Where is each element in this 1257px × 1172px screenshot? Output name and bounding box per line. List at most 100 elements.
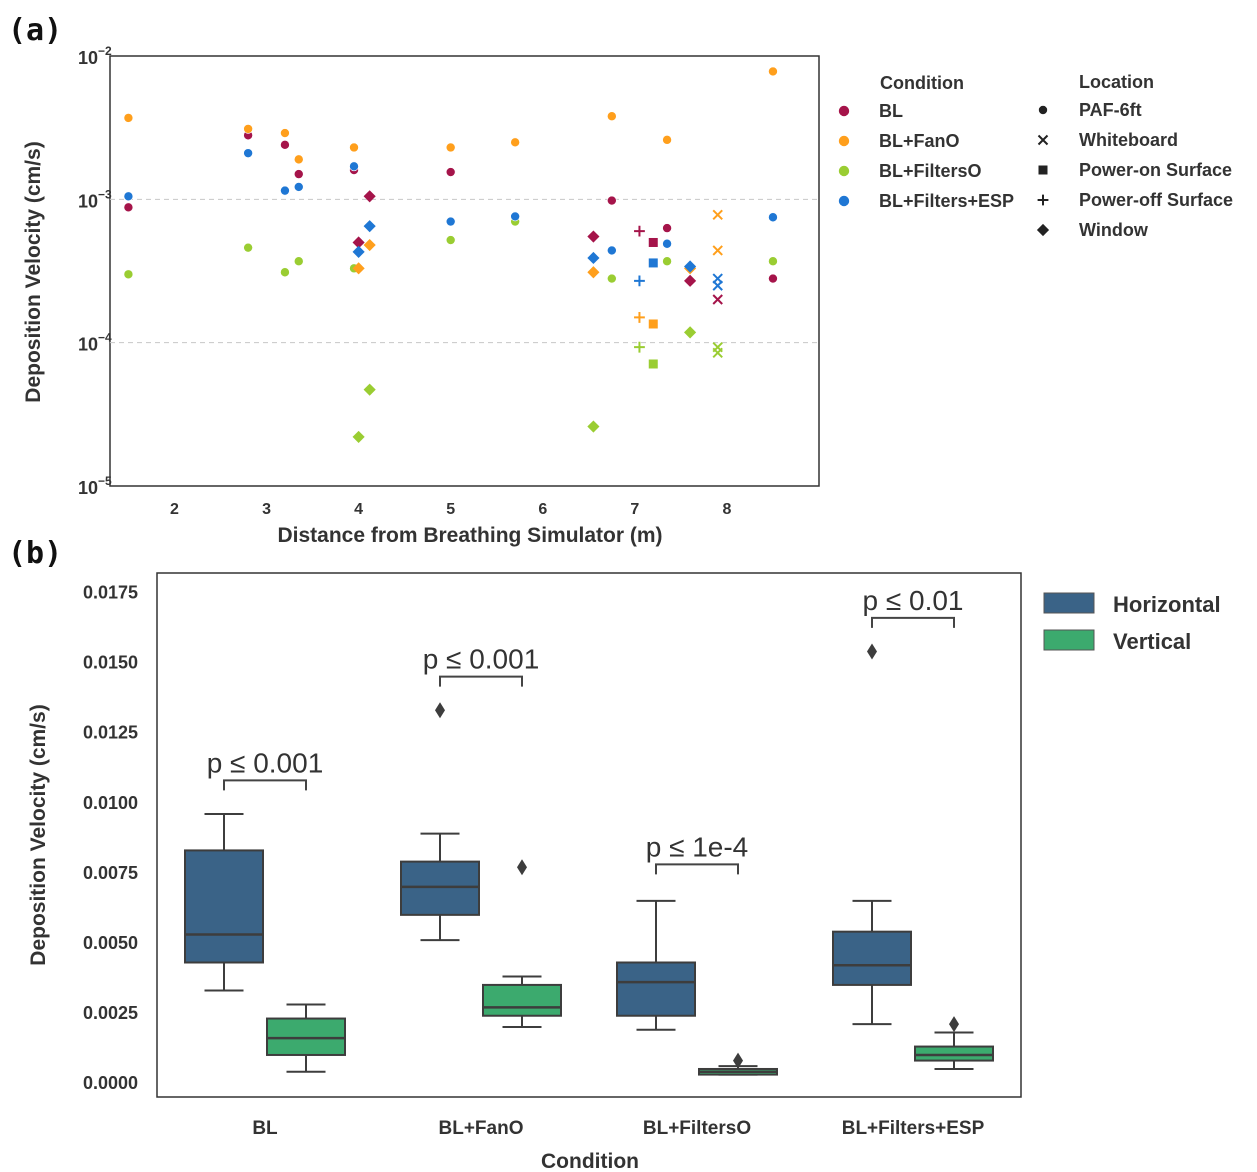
- boxplot-legend: Horizontal Vertical: [1043, 592, 1221, 654]
- data-point: [293, 256, 304, 267]
- x-tick-label: 2: [170, 501, 179, 518]
- y-tick-label: 10−4: [78, 331, 112, 355]
- boxplot-y-axis-label: Deposition Velocity (cm/s): [27, 704, 50, 965]
- box-horizontal: [184, 812, 264, 992]
- data-point: [363, 238, 376, 252]
- box-horizontal: [616, 899, 696, 1031]
- y-tick-label: 0.0100: [83, 793, 138, 813]
- y-tick-label: 10−5: [78, 474, 112, 498]
- x-tick-label: 7: [630, 501, 639, 518]
- data-point: [243, 242, 253, 253]
- data-point: [768, 212, 778, 223]
- y-tick-label: 10−2: [78, 44, 112, 68]
- y-tick-exponent: −4: [98, 331, 112, 345]
- legend-marker: [838, 135, 850, 147]
- outlier-marker: [517, 859, 527, 876]
- scatter-plot-area: [109, 55, 820, 487]
- data-point: [768, 66, 778, 77]
- x-tick-label: BL: [252, 1118, 278, 1139]
- data-point: [712, 280, 723, 291]
- data-point: [607, 111, 617, 122]
- data-point: [510, 211, 520, 222]
- data-point: [587, 230, 600, 243]
- legend-location-label: PAF-6ft: [1079, 100, 1142, 120]
- data-point: [123, 113, 134, 123]
- p-value-label: p ≤ 0.01: [863, 585, 964, 616]
- boxplot-panel: 0.0000 0.0025 0.0050 0.0075 0.0100 0.0125 0.01…: [27, 572, 1221, 1172]
- box-horizontal: [832, 643, 912, 1026]
- box-horizontal: [400, 702, 480, 942]
- p-value-label: p ≤ 0.001: [423, 644, 540, 675]
- data-point: [445, 142, 456, 153]
- legend-marker: [1038, 165, 1048, 175]
- legend-location-title: Location: [1079, 72, 1154, 92]
- data-point: [123, 269, 134, 280]
- legend-condition-label: BL+FiltersO: [879, 161, 982, 181]
- scatter-x-ticks: 2 3 4 5 6 7 8: [170, 501, 731, 518]
- box-iqr: [832, 930, 912, 986]
- data-point: [662, 238, 672, 249]
- data-point: [634, 312, 645, 323]
- x-tick-label: 8: [722, 501, 731, 518]
- data-point: [634, 275, 645, 287]
- x-tick-label: BL+FanO: [439, 1118, 524, 1139]
- legend-condition-label: BL: [879, 101, 903, 121]
- scatter-points: [123, 66, 778, 443]
- data-point: [293, 169, 304, 179]
- data-point: [293, 182, 304, 192]
- legend-condition-label: BL+FanO: [879, 131, 960, 151]
- legend-location-label: Whiteboard: [1079, 130, 1178, 150]
- scatter-panel: 10−5 10−4 10−3 10−2 2 3 4 5 6 7 8 Distance from B…: [22, 44, 1233, 547]
- data-point: [634, 341, 645, 353]
- data-point: [123, 202, 134, 213]
- legend-series-label: Horizontal: [1113, 592, 1221, 617]
- outlier-marker: [867, 643, 877, 660]
- data-point: [280, 185, 290, 196]
- data-point: [363, 383, 376, 396]
- box-iqr: [184, 849, 264, 964]
- box-iqr: [266, 1017, 346, 1056]
- legend-location-label: Window: [1079, 220, 1149, 240]
- legend-condition-title: Condition: [880, 73, 964, 93]
- data-point: [445, 216, 456, 227]
- y-tick-label: 0.0000: [83, 1073, 138, 1093]
- data-point: [510, 137, 520, 148]
- outlier-marker: [733, 1052, 743, 1069]
- legend-condition-label: BL+Filters+ESP: [879, 191, 1014, 211]
- data-point: [280, 140, 290, 150]
- boxplot-plot-area: [156, 572, 1022, 1098]
- p-value-label: p ≤ 1e-4: [646, 831, 749, 862]
- box-vertical: [482, 859, 562, 1028]
- data-point: [587, 420, 600, 433]
- panel-label-b: (b): [8, 536, 62, 571]
- outlier-marker: [949, 1016, 959, 1033]
- legend-swatch: [1043, 592, 1095, 614]
- y-tick-label: 0.0050: [83, 933, 138, 953]
- y-tick-label: 0.0025: [83, 1003, 138, 1023]
- data-point: [349, 142, 359, 153]
- data-point: [607, 195, 617, 206]
- data-point: [243, 124, 253, 134]
- data-point: [352, 245, 365, 258]
- data-point: [684, 260, 697, 273]
- data-point: [123, 191, 134, 202]
- data-point: [280, 128, 290, 138]
- data-point: [768, 273, 778, 284]
- data-point: [280, 267, 290, 278]
- legend-marker: [1036, 223, 1050, 237]
- data-point: [768, 256, 778, 267]
- data-point: [587, 266, 600, 279]
- y-tick-exponent: −5: [98, 474, 112, 488]
- y-tick-label: 10−3: [78, 187, 112, 211]
- box-iqr: [482, 983, 562, 1017]
- x-tick-label: 4: [354, 501, 363, 518]
- box-iqr: [616, 961, 696, 1017]
- scatter-y-axis-label: Deposition Velocity (cm/s): [22, 141, 45, 402]
- legend-marker: [838, 165, 850, 177]
- legend-series-label: Vertical: [1113, 629, 1191, 654]
- data-point: [445, 235, 456, 245]
- significance-bracket: [223, 779, 307, 791]
- significance-bracket: [655, 863, 739, 875]
- boxplot-x-axis-label: Condition: [541, 1150, 639, 1172]
